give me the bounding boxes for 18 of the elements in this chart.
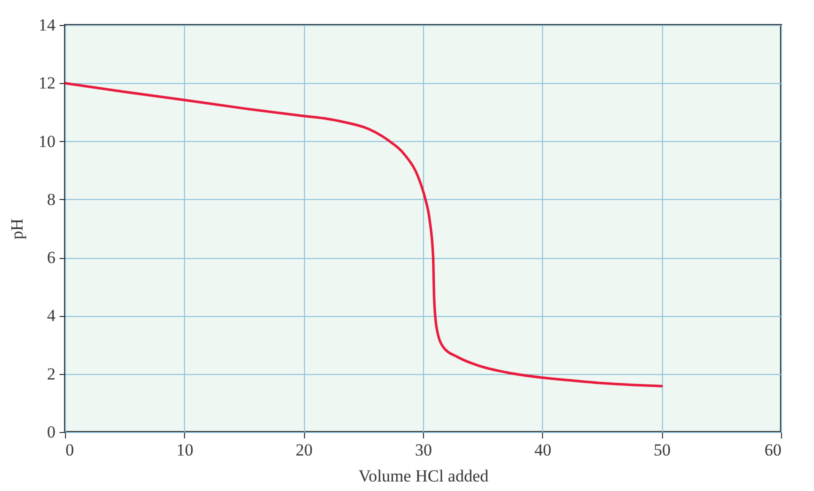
y-tick-label: 10 xyxy=(38,132,56,151)
x-tick-label: 0 xyxy=(66,440,74,460)
x-tick-label: 60 xyxy=(764,440,782,460)
y-tick-label: 6 xyxy=(47,248,56,268)
y-tick-label: 0 xyxy=(47,422,56,442)
x-tick-label: 40 xyxy=(534,440,552,460)
x-tick-label: 10 xyxy=(176,440,194,460)
x-axis-title: Volume HCl added xyxy=(358,466,489,486)
x-tick-label: 20 xyxy=(296,440,313,460)
y-tick-label: 14 xyxy=(38,16,56,34)
y-axis-title: pH xyxy=(8,218,26,240)
y-tick-label: 8 xyxy=(47,190,56,209)
y-tick-label: 4 xyxy=(47,306,56,326)
line-series xyxy=(65,82,663,388)
x-tick-label: 30 xyxy=(415,440,432,460)
y-tick-label: 2 xyxy=(47,364,56,384)
x-tick-label: 50 xyxy=(654,440,671,460)
y-tick-label: 12 xyxy=(38,74,56,93)
